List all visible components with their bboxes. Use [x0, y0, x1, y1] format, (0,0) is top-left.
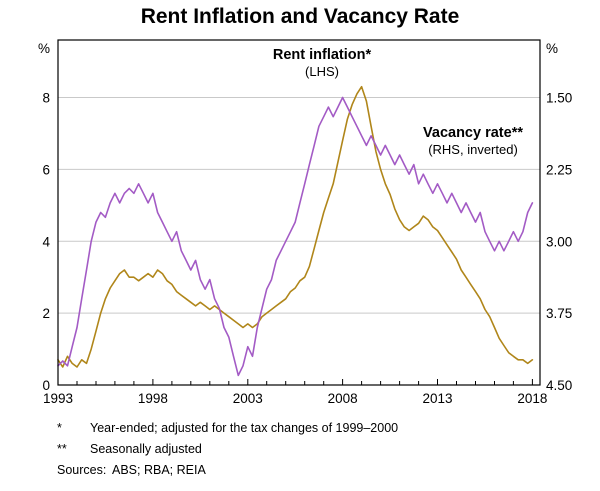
vacancy-rate-line: [57, 96, 534, 377]
x-tick-label: 1998: [138, 391, 168, 406]
vacancy-rate-axis-note: (RHS, inverted): [428, 142, 518, 157]
x-tick-label: 2013: [422, 391, 452, 406]
x-tick-label: 2003: [233, 391, 263, 406]
sources-text: ABS; RBA; REIA: [112, 463, 206, 477]
right-tick-label: 3.75: [546, 306, 572, 321]
left-axis-unit: %: [38, 41, 50, 56]
right-tick-label: 1.50: [546, 91, 572, 106]
x-tick-label: 2018: [517, 391, 547, 406]
vacancy-rate-series-label: Vacancy rate**: [423, 125, 523, 141]
rent-inflation-line: [57, 85, 534, 368]
footnote-2-marker: **: [57, 442, 67, 456]
left-tick-label: 8: [42, 91, 50, 106]
x-tick-label: 2008: [328, 391, 358, 406]
footnote-1-marker: *: [57, 421, 62, 435]
plot-frame: [57, 39, 541, 386]
right-tick-label: 4.50: [546, 378, 572, 393]
sources-label: Sources:: [57, 463, 106, 477]
footnote-2-text: Seasonally adjusted: [90, 442, 202, 456]
rent-inflation-series-label: Rent inflation*: [273, 47, 372, 63]
left-tick-label: 6: [42, 162, 50, 177]
right-tick-label: 2.25: [546, 162, 572, 177]
left-tick-label: 2: [42, 306, 50, 321]
left-tick-label: 0: [42, 378, 50, 393]
chart-overlay: Rent Inflation and Vacancy Rate % % Rent…: [38, 5, 558, 477]
rent-inflation-axis-note: (LHS): [305, 64, 339, 79]
x-tick-label: 1993: [43, 391, 73, 406]
left-tick-label: 4: [42, 234, 50, 249]
footnote-1-text: Year-ended; adjusted for the tax changes…: [90, 421, 398, 435]
chart-title: Rent Inflation and Vacancy Rate: [141, 5, 460, 28]
right-axis-unit: %: [546, 41, 558, 56]
right-tick-label: 3.00: [546, 234, 572, 249]
